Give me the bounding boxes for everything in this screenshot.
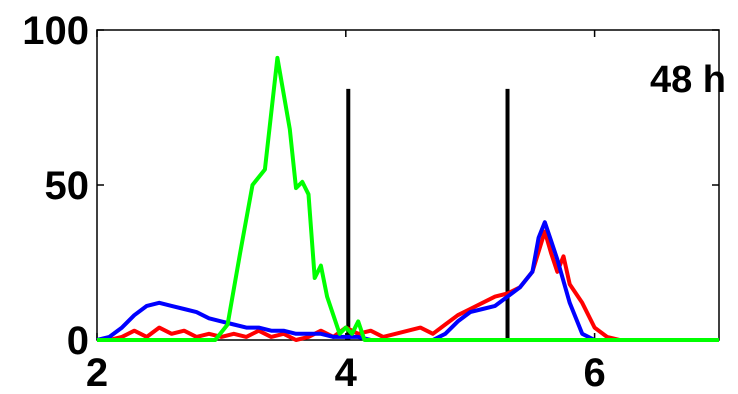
x-tick-label: 2 — [86, 351, 108, 394]
tick-labels: 2 4 6 0 50 100 — [22, 9, 605, 394]
y-tick-label: 50 — [45, 164, 90, 208]
x-tick-label: 4 — [335, 351, 358, 394]
time-annotation: 48 h — [650, 59, 726, 101]
plot-area — [96, 29, 720, 341]
plot-frame — [96, 29, 720, 341]
y-tick-label: 100 — [22, 9, 89, 53]
x-tick-label: 6 — [583, 351, 605, 394]
series-green-line — [97, 55, 719, 342]
y-tick-label: 0 — [67, 319, 89, 363]
series-red-line — [97, 229, 719, 342]
data-series — [96, 55, 719, 342]
